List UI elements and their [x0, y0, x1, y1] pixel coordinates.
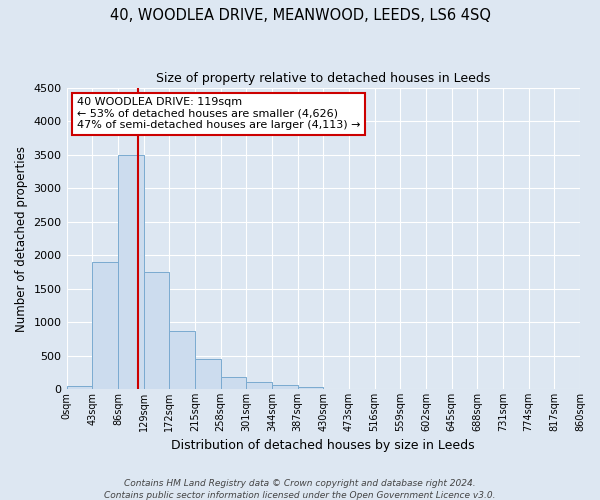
Bar — [298, 387, 323, 389]
Bar — [246, 382, 272, 389]
Bar — [67, 386, 92, 389]
Title: Size of property relative to detached houses in Leeds: Size of property relative to detached ho… — [156, 72, 490, 86]
Bar — [221, 378, 246, 389]
Bar — [195, 359, 221, 389]
Text: 40 WOODLEA DRIVE: 119sqm
← 53% of detached houses are smaller (4,626)
47% of sem: 40 WOODLEA DRIVE: 119sqm ← 53% of detach… — [77, 97, 361, 130]
Y-axis label: Number of detached properties: Number of detached properties — [15, 146, 28, 332]
Text: Contains HM Land Registry data © Crown copyright and database right 2024.
Contai: Contains HM Land Registry data © Crown c… — [104, 478, 496, 500]
Bar — [272, 385, 298, 389]
Bar — [92, 262, 118, 389]
Bar — [118, 155, 143, 389]
X-axis label: Distribution of detached houses by size in Leeds: Distribution of detached houses by size … — [172, 440, 475, 452]
Bar — [143, 272, 169, 389]
Text: 40, WOODLEA DRIVE, MEANWOOD, LEEDS, LS6 4SQ: 40, WOODLEA DRIVE, MEANWOOD, LEEDS, LS6 … — [110, 8, 491, 22]
Bar — [169, 332, 195, 389]
